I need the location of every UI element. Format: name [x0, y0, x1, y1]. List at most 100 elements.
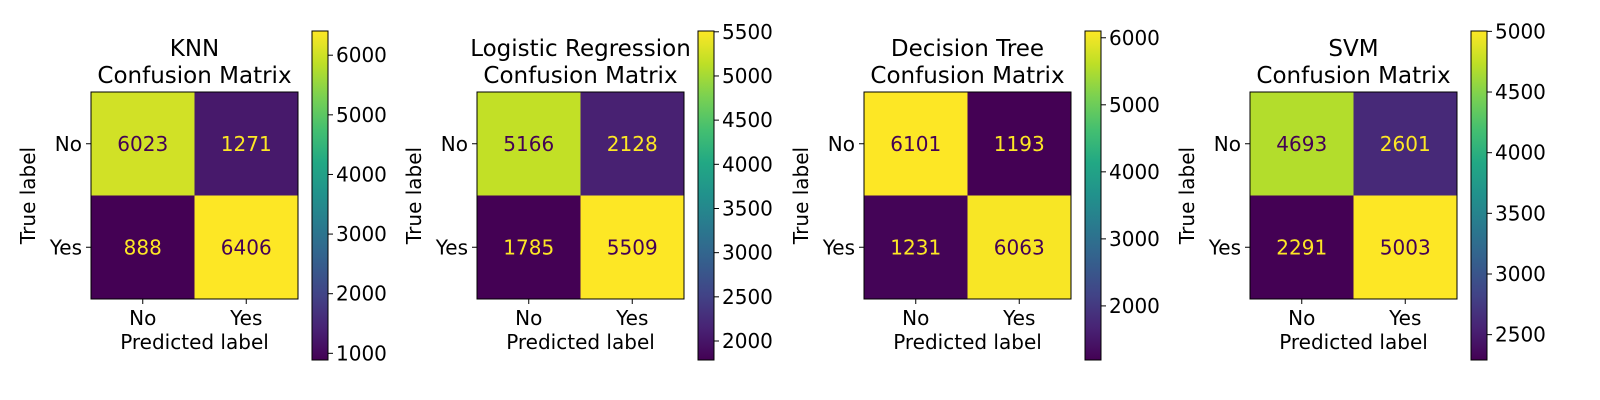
colorbar-tick-label: 4500 [722, 108, 773, 132]
matrix-frame [863, 91, 1072, 300]
cell-value: 2601 [1380, 132, 1431, 156]
colorbar-tick-label: 4000 [722, 152, 773, 176]
matrix-cell [194, 195, 298, 299]
x-axis-label: Predicted label [893, 330, 1042, 354]
panel-title-line: Confusion Matrix [870, 63, 1064, 89]
cell-value: 6063 [994, 235, 1045, 259]
matrix-cell [1250, 92, 1354, 196]
y-axis-label: True label [789, 147, 813, 245]
colorbar-tick-label: 4000 [1109, 160, 1160, 184]
x-tick-label: No [129, 306, 156, 330]
colorbar-tick-label: 1000 [336, 341, 387, 365]
x-tick-label: Yes [229, 306, 262, 330]
y-tick-label: Yes [49, 235, 82, 259]
colorbar-tick-label: 2000 [722, 329, 773, 353]
matrix-cell [1250, 195, 1354, 299]
matrix-cell [1353, 195, 1457, 299]
cell-value: 5003 [1380, 235, 1431, 259]
matrix-frame [476, 91, 685, 300]
cell-value: 4693 [1276, 132, 1327, 156]
colorbar-tick-label: 5000 [1109, 93, 1160, 117]
colorbar-tick-label: 4500 [1495, 80, 1546, 104]
colorbar-tick-label: 5000 [336, 103, 387, 127]
x-axis-label: Predicted label [120, 330, 269, 354]
y-tick-label: No [1214, 132, 1241, 156]
cell-value: 1271 [221, 132, 272, 156]
y-tick-label: Yes [822, 235, 855, 259]
colorbar-tick-label: 6000 [1109, 26, 1160, 50]
matrix-cell [194, 92, 298, 196]
colorbar-tick-label: 5000 [722, 64, 773, 88]
cell-value: 1785 [503, 235, 554, 259]
panel-title-line: Confusion Matrix [483, 63, 677, 89]
matrix-cell [477, 195, 581, 299]
panel-title-line: Logistic Regression [470, 36, 691, 62]
colorbar-tick-label: 5000 [1495, 19, 1546, 43]
colorbar-tick-label: 6000 [336, 43, 387, 67]
y-tick-label: Yes [435, 235, 468, 259]
colorbar-tick-label: 2500 [722, 285, 773, 309]
x-tick-label: Yes [615, 306, 648, 330]
matrix-cell [91, 92, 195, 196]
y-tick-label: Yes [1208, 235, 1241, 259]
matrix-cell [477, 92, 581, 196]
x-tick-label: Yes [1388, 306, 1421, 330]
x-tick-label: No [1288, 306, 1315, 330]
y-axis-label: True label [16, 147, 40, 245]
panel-title-line: Confusion Matrix [97, 63, 291, 89]
x-tick-label: No [515, 306, 542, 330]
cell-value: 1193 [994, 132, 1045, 156]
colorbar-tick-label: 2000 [336, 282, 387, 306]
x-tick-label: Yes [1002, 306, 1035, 330]
colorbar-tick-label: 3000 [1495, 262, 1546, 286]
panel-title-line: Decision Tree [891, 36, 1044, 62]
matrix-cell [967, 195, 1071, 299]
colorbar-tick-label: 4000 [336, 162, 387, 186]
cell-value: 6101 [890, 132, 941, 156]
matrix-cell [580, 92, 684, 196]
colorbar [311, 30, 329, 361]
cell-value: 6023 [117, 132, 168, 156]
matrix-cell [967, 92, 1071, 196]
cell-value: 2291 [1276, 235, 1327, 259]
y-tick-label: No [828, 132, 855, 156]
cell-value: 1231 [890, 235, 941, 259]
matrix-cell [91, 195, 195, 299]
matrix-frame [90, 91, 299, 300]
colorbar-tick-label: 3000 [336, 222, 387, 246]
colorbar-tick-label: 3000 [722, 241, 773, 265]
cell-value: 5509 [607, 235, 658, 259]
y-axis-label: True label [1175, 147, 1199, 245]
x-tick-label: No [902, 306, 929, 330]
cell-value: 2128 [607, 132, 658, 156]
y-tick-label: No [441, 132, 468, 156]
cell-value: 6406 [221, 235, 272, 259]
cell-value: 5166 [503, 132, 554, 156]
colorbar-tick-label: 3500 [1495, 201, 1546, 225]
colorbar [1470, 30, 1488, 361]
cell-value: 888 [124, 235, 162, 259]
matrix-cell [864, 92, 968, 196]
matrix-cell [580, 195, 684, 299]
colorbar-tick-label: 3000 [1109, 227, 1160, 251]
matrix-cell [1353, 92, 1457, 196]
colorbar-tick-label: 5500 [722, 20, 773, 44]
matrix-frame [1249, 91, 1458, 300]
colorbar [1084, 30, 1102, 361]
x-axis-label: Predicted label [506, 330, 655, 354]
colorbar [697, 30, 715, 361]
y-tick-label: No [55, 132, 82, 156]
colorbar-tick-label: 2000 [1109, 294, 1160, 318]
colorbar-tick-label: 3500 [722, 196, 773, 220]
panel-title-line: Confusion Matrix [1256, 63, 1450, 89]
x-axis-label: Predicted label [1279, 330, 1428, 354]
matrix-cell [864, 195, 968, 299]
colorbar-tick-label: 2500 [1495, 323, 1546, 347]
panel-title-line: KNN [170, 36, 220, 62]
colorbar-tick-label: 4000 [1495, 141, 1546, 165]
panel-title-line: SVM [1328, 36, 1378, 62]
